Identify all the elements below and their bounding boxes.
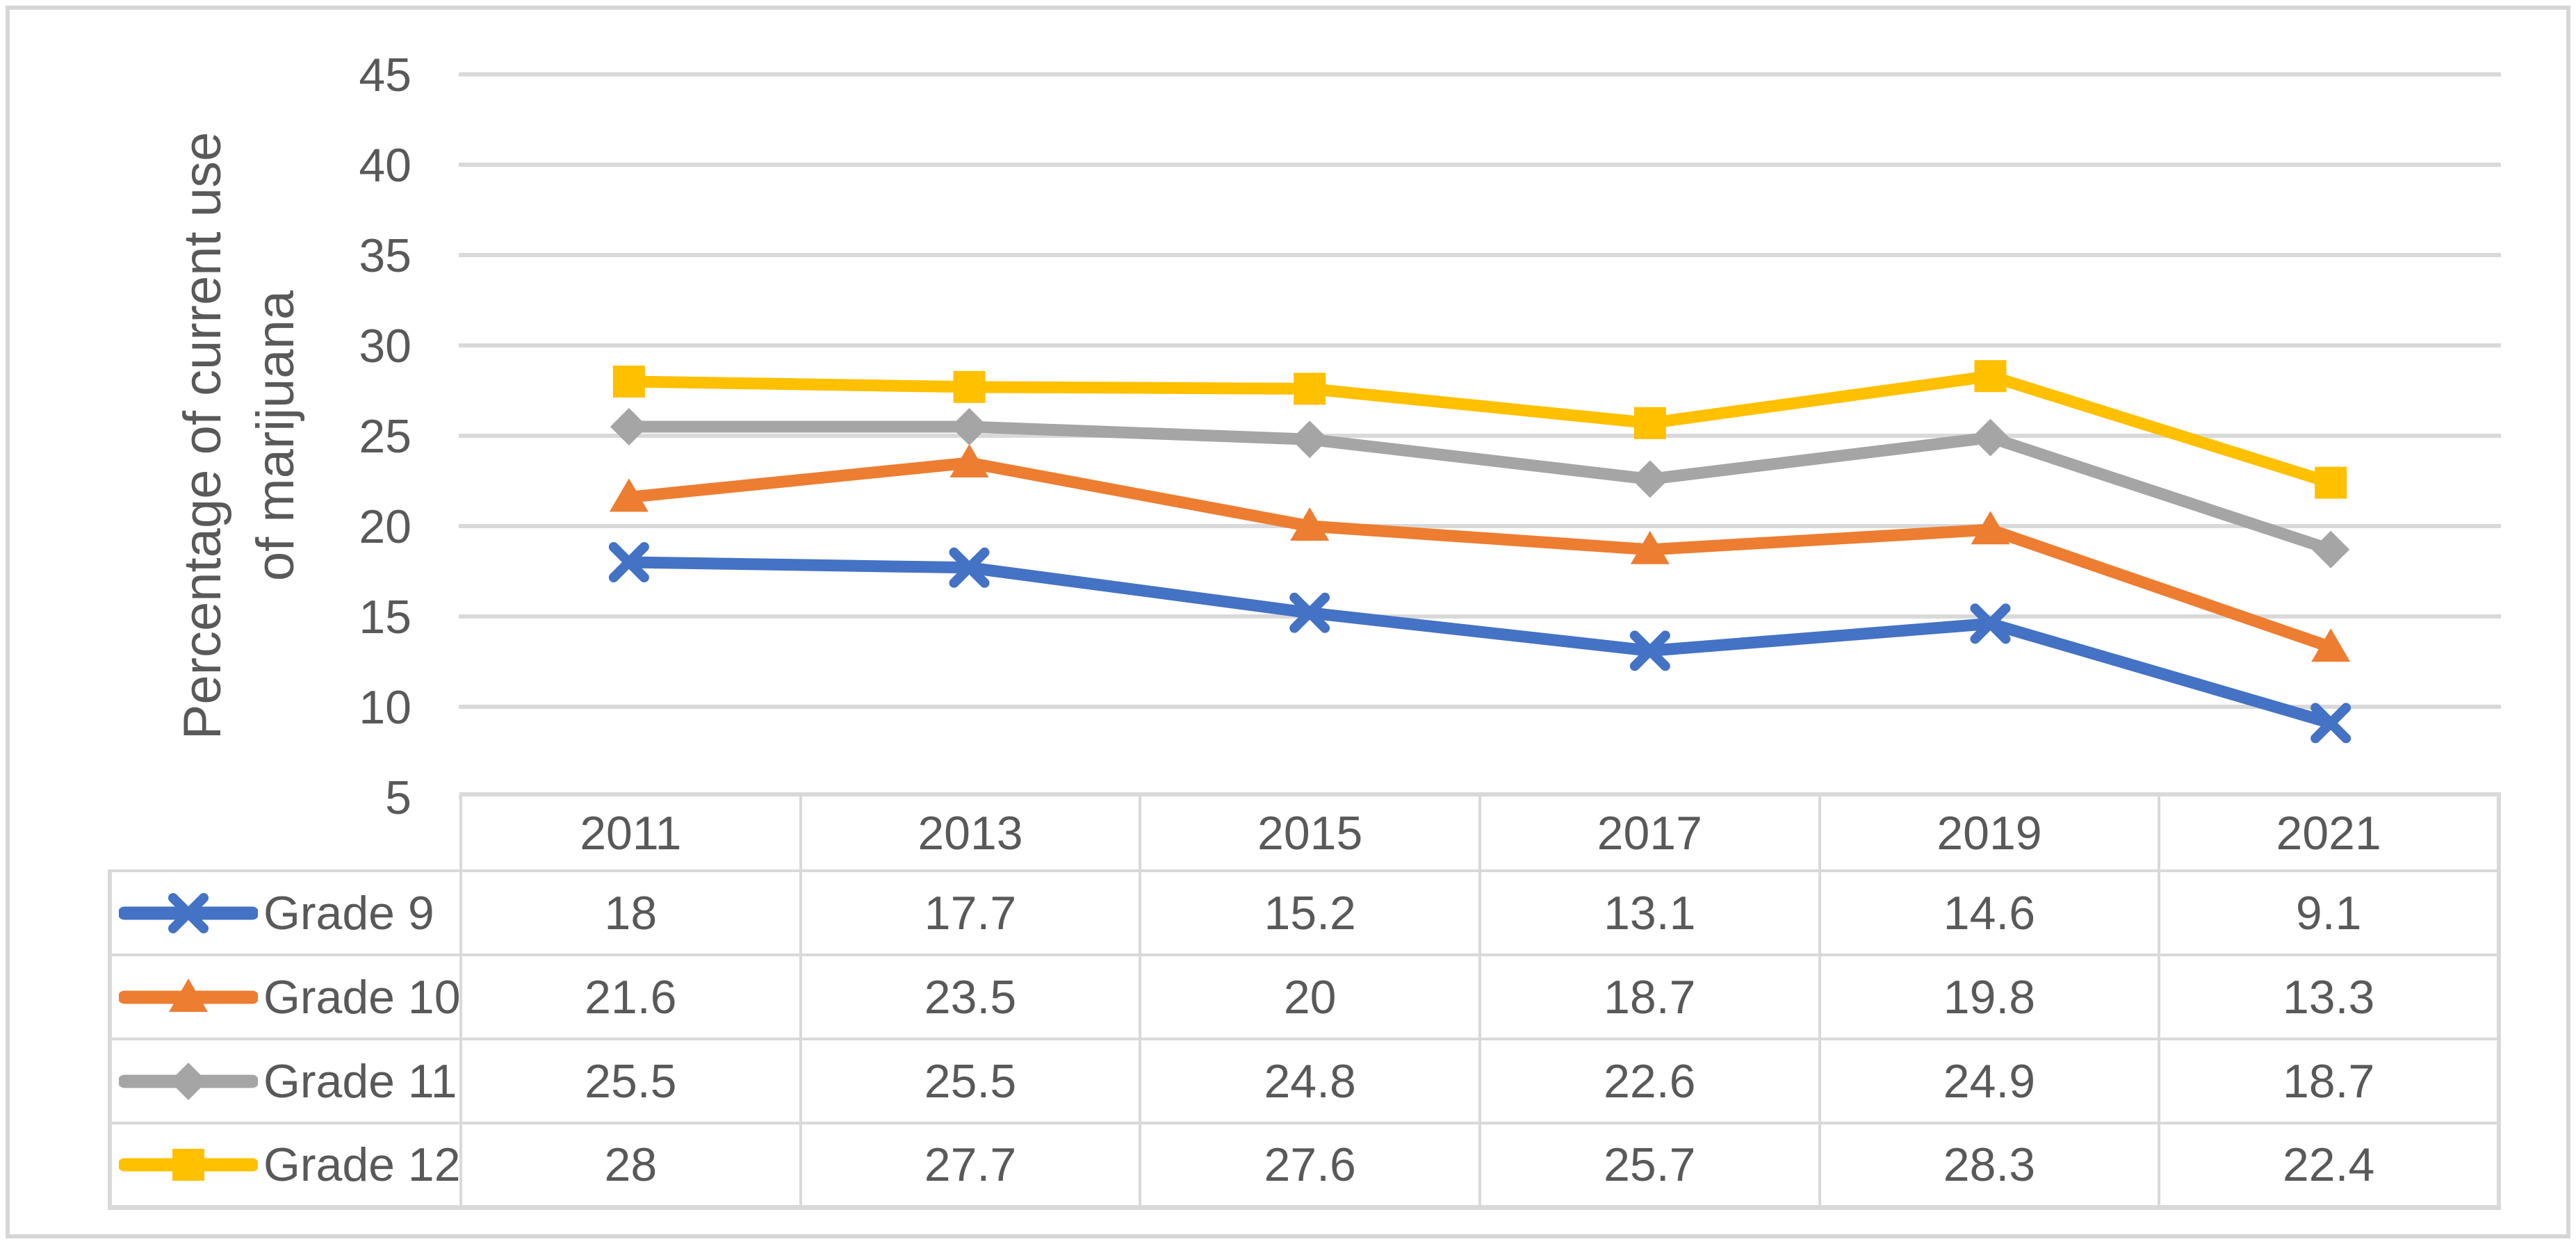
- series-line-grade-9: [623, 556, 2337, 729]
- year-header-cell: 2019: [1818, 792, 2161, 872]
- diamond-marker-icon: [170, 1062, 207, 1100]
- legend-key-icon: [119, 978, 258, 1012]
- square-marker-icon: [1974, 360, 2007, 393]
- x-marker-icon: [949, 547, 990, 588]
- legend-key-icon: [119, 1062, 258, 1100]
- x-marker-icon: [2310, 703, 2351, 744]
- value-cell: 18.7: [1478, 954, 1821, 1040]
- legend-key-and-label: Grade 11: [114, 1054, 458, 1109]
- value-cell: 25.5: [799, 1038, 1142, 1124]
- diamond-marker-icon: [950, 408, 988, 445]
- square-marker-icon: [953, 370, 986, 403]
- legend-key-icon: [119, 1148, 258, 1181]
- triangle-marker-icon: [1630, 530, 1670, 564]
- value-cell: 21.6: [459, 954, 802, 1040]
- value-cell: 25.5: [459, 1038, 802, 1124]
- y-tick-label: 30: [359, 320, 411, 373]
- series-line-grade-11: [623, 420, 2337, 556]
- y-tick-label: 20: [359, 500, 411, 553]
- triangle-marker-icon: [1971, 511, 2010, 545]
- year-header-cell: 2011: [459, 792, 802, 872]
- value-cell: 28: [459, 1122, 802, 1210]
- diamond-marker-icon: [610, 408, 648, 445]
- square-marker-icon: [172, 1148, 204, 1181]
- table-row-grade-12: Grade 12 28 27.7 27.6 25.7 28.3 22.4: [108, 1122, 2501, 1210]
- legend-cell: Grade 11: [108, 1038, 462, 1124]
- x-marker-icon: [1629, 630, 1670, 671]
- square-marker-icon: [1633, 407, 1666, 439]
- y-tick-label: 10: [359, 681, 411, 734]
- value-cell: 13.1: [1478, 869, 1821, 956]
- value-cell: 17.7: [799, 869, 1142, 956]
- value-cell: 19.8: [1818, 954, 2161, 1040]
- legend-label: Grade 9: [263, 886, 434, 940]
- legend-key-icon: [119, 892, 258, 933]
- year-header-cell: 2013: [799, 792, 1142, 872]
- y-axis-title-line2: of marijuana: [246, 290, 305, 582]
- legend-key-and-label: Grade 10: [114, 969, 461, 1025]
- value-cell: 20: [1139, 954, 1481, 1040]
- y-tick-label: 45: [359, 49, 411, 101]
- y-tick-label: 35: [359, 229, 411, 282]
- triangle-marker-icon: [2311, 628, 2351, 662]
- value-cell: 18.7: [2158, 1038, 2501, 1124]
- value-cell: 24.9: [1818, 1038, 2161, 1124]
- series-line-grade-12: [623, 370, 2337, 489]
- value-cell: 22.4: [2158, 1122, 2501, 1210]
- value-cell: 22.6: [1478, 1038, 1821, 1124]
- legend-label: Grade 10: [263, 970, 461, 1024]
- value-cell: 18: [459, 869, 802, 956]
- y-axis-title: Percentage of current use of marijuana: [167, 132, 313, 740]
- legend-cell: Grade 9: [108, 869, 462, 956]
- value-cell: 13.3: [2158, 954, 2501, 1040]
- x-marker-icon: [1289, 592, 1330, 633]
- data-table: 2011 2013 2015 2017 2019 2021 Grade 9 18 17.7 15.…: [108, 792, 2501, 1210]
- triangle-marker-icon: [949, 444, 989, 477]
- value-cell: 25.7: [1478, 1122, 1821, 1210]
- square-marker-icon: [2315, 466, 2347, 499]
- x-marker-icon: [1970, 603, 2011, 644]
- value-cell: 27.7: [799, 1122, 1142, 1210]
- value-cell: 23.5: [799, 954, 1142, 1040]
- triangle-marker-icon: [169, 978, 208, 1012]
- legend-label: Grade 11: [263, 1054, 457, 1108]
- legend-key-and-label: Grade 9: [114, 885, 458, 941]
- diamond-marker-icon: [2312, 530, 2350, 568]
- table-row-grade-9: Grade 9 18 17.7 15.2 13.1 14.6 9.1: [108, 869, 2501, 956]
- triangle-marker-icon: [1290, 507, 1330, 541]
- y-tick-label: 25: [359, 410, 411, 463]
- value-cell: 24.8: [1139, 1038, 1481, 1124]
- diamond-marker-icon: [1631, 460, 1669, 498]
- y-tick-label: 15: [359, 591, 411, 644]
- diamond-marker-icon: [1971, 418, 2010, 457]
- value-cell: 14.6: [1818, 869, 2161, 956]
- legend-label: Grade 12: [263, 1138, 461, 1191]
- value-cell: 9.1: [2158, 869, 2501, 956]
- series-line-grade-10: [623, 457, 2337, 653]
- legend-cell: Grade 10: [108, 954, 462, 1040]
- value-cell: 27.6: [1139, 1122, 1481, 1210]
- square-marker-icon: [612, 366, 645, 398]
- y-tick-label: 40: [359, 139, 411, 192]
- table-row-grade-11: Grade 11 25.5 25.5 24.8 22.6 24.9 18.7: [108, 1038, 2501, 1124]
- value-cell: 15.2: [1139, 869, 1481, 956]
- x-marker-icon: [168, 892, 209, 933]
- table-row-grade-10: Grade 10 21.6 23.5 20 18.7 19.8 13.3: [108, 954, 2501, 1040]
- year-header-cell: 2015: [1139, 792, 1481, 872]
- table-header-row: 2011 2013 2015 2017 2019 2021: [110, 792, 2501, 872]
- value-cell: 28.3: [1818, 1122, 2161, 1210]
- year-header-cell: 2017: [1478, 792, 1821, 872]
- y-axis-title-line1: Percentage of current use: [173, 131, 233, 740]
- x-marker-icon: [608, 542, 649, 582]
- legend-key-and-label: Grade 12: [114, 1137, 461, 1193]
- triangle-marker-icon: [609, 478, 649, 512]
- y-tick-label: 5: [385, 771, 411, 824]
- diamond-marker-icon: [1291, 420, 1329, 459]
- legend-cell: Grade 12: [108, 1122, 462, 1210]
- year-header-cell: 2021: [2158, 792, 2501, 872]
- square-marker-icon: [1294, 373, 1326, 405]
- table-corner-cell: [110, 794, 461, 871]
